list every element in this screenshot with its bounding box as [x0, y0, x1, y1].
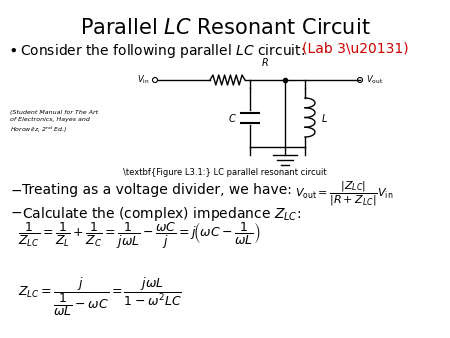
- Text: $\bullet$: $\bullet$: [8, 42, 17, 57]
- Text: (Lab 3\u20131): (Lab 3\u20131): [302, 42, 409, 56]
- Text: \textbf{Figure L3.1:} LC parallel resonant circuit: \textbf{Figure L3.1:} LC parallel resona…: [123, 168, 327, 177]
- Text: $L$: $L$: [321, 112, 328, 123]
- Text: Calculate the (complex) impedance $Z_{LC}$:: Calculate the (complex) impedance $Z_{LC…: [22, 205, 301, 223]
- Text: Consider the following parallel $\mathit{LC}$ circuit:: Consider the following parallel $\mathit…: [20, 42, 305, 60]
- Text: $V_{\rm in}$: $V_{\rm in}$: [137, 74, 150, 86]
- Text: $R$: $R$: [261, 56, 269, 68]
- Text: Treating as a voltage divider, we have:: Treating as a voltage divider, we have:: [22, 183, 292, 197]
- Text: $Z_{LC} = \dfrac{j}{\dfrac{1}{\omega L} - \omega C} = \dfrac{j\omega L}{1 - \ome: $Z_{LC} = \dfrac{j}{\dfrac{1}{\omega L} …: [18, 275, 182, 318]
- Text: $-$: $-$: [10, 183, 22, 197]
- Text: $-$: $-$: [10, 205, 22, 219]
- Text: $\dfrac{1}{Z_{LC}} = \dfrac{1}{Z_L} + \dfrac{1}{Z_C} = \dfrac{1}{j\omega L} - \d: $\dfrac{1}{Z_{LC}} = \dfrac{1}{Z_L} + \d…: [18, 220, 261, 250]
- Text: $V_{\rm out} = \dfrac{|Z_{LC}|}{|R+Z_{LC}|}V_{\rm in}$: $V_{\rm out} = \dfrac{|Z_{LC}|}{|R+Z_{LC…: [295, 180, 393, 209]
- Text: $V_{\rm out}$: $V_{\rm out}$: [366, 74, 383, 86]
- Text: (Student Manual for The Art
of Electronics, Hayes and
Horowitz, 2$^{\rm nd}$ Ed.: (Student Manual for The Art of Electroni…: [10, 110, 98, 135]
- Text: Parallel $\mathit{LC}$ Resonant Circuit: Parallel $\mathit{LC}$ Resonant Circuit: [80, 18, 370, 38]
- Text: $C$: $C$: [228, 112, 237, 123]
